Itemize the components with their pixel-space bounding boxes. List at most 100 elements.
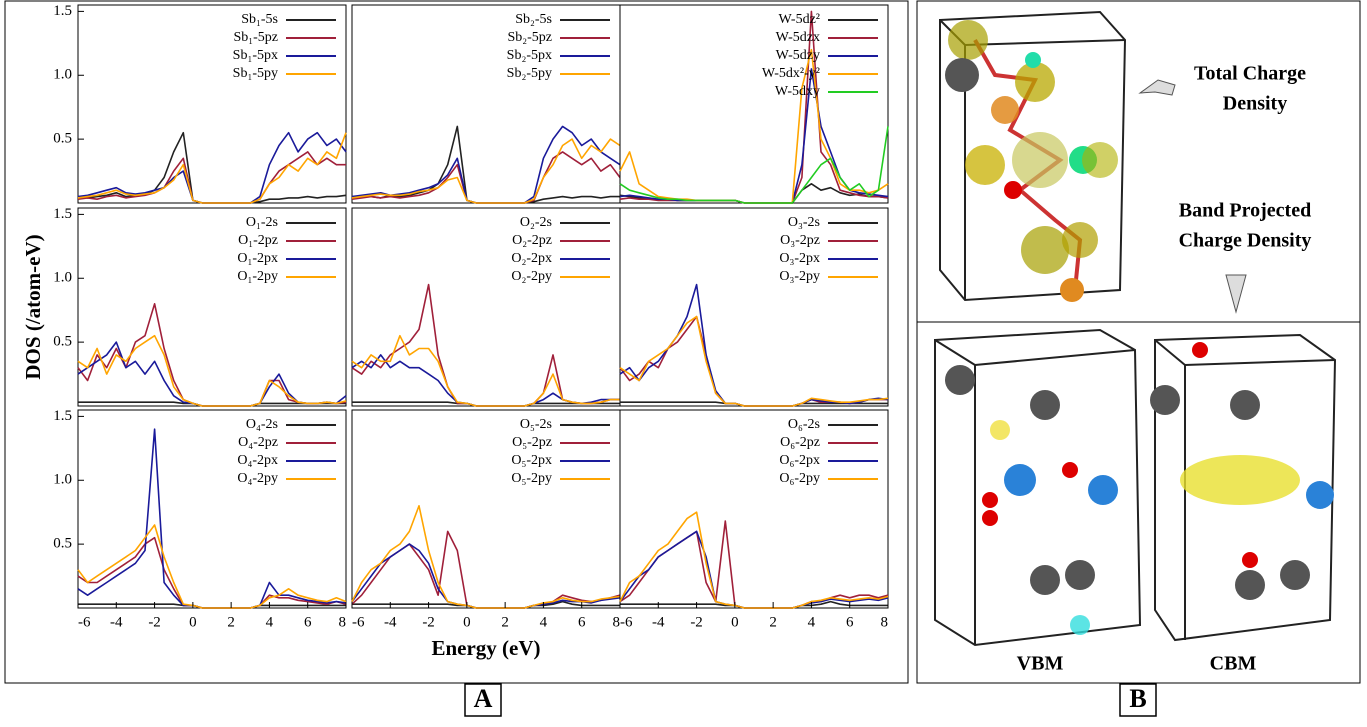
total-charge-structure [939,10,1127,302]
x-tick-label: 6 [578,614,586,630]
x-tick-label: 0 [731,614,739,630]
dos-line [352,600,620,609]
y-tick-label: 1.0 [53,67,72,83]
plot-frame [77,409,347,609]
legend-label: O₃-2px [779,251,820,266]
y-tick-label: 1.5 [53,3,72,19]
legend-label: Sb₂-5pz [507,30,552,45]
dos-line [619,10,889,204]
legend-label: O₄-2py [237,471,278,486]
x-tick-label: -6 [78,614,91,630]
y-tick-label: 0.5 [53,131,72,147]
dos-line [351,354,620,407]
annotation: Charge Density [1179,230,1312,252]
dos-line [77,428,347,609]
y-tick-label: 1.5 [53,206,72,222]
vbm-structure [934,328,1142,647]
legend-label: W-5dxy [775,84,820,99]
dos-line [351,530,621,609]
panel-b-frame [916,0,1361,684]
legend-label: O₃-2s [788,215,820,230]
legend-label: O₃-2pz [780,233,820,248]
dos-line [77,131,347,204]
legend-label: O₆-2px [779,453,820,468]
y-axis-label: DOS (/atom-eV) [21,234,45,379]
legend-label: O₄-2px [237,453,278,468]
x-tick-label: 2 [769,614,777,630]
x-tick-label: 0 [189,614,197,630]
legend-label: O₅-2pz [512,435,552,450]
legend-label: Sb₁-5s [241,12,278,27]
legend-label: O₂-2py [511,269,552,284]
arrow [1225,274,1247,314]
annotation: Density [1223,93,1287,115]
legend-label: W-5dzx [776,30,820,45]
legend-label: O₆-2py [779,471,820,486]
cbm-structure [1150,333,1337,642]
x-tick-label: 6 [304,614,312,630]
legend-label: Sb₂-5px [507,48,552,63]
annotation: Band Projected [1179,200,1311,222]
x-axis-label: Energy (eV) [431,636,540,660]
legend-label: Sb₁-5px [233,48,278,63]
dos-line [619,283,889,407]
dos-line [619,315,888,407]
dos-line [351,138,621,204]
dos-line [77,132,347,204]
dos-line [619,511,889,609]
dos-line [77,131,347,204]
legend-label: O₆-2pz [780,435,820,450]
dos-line [77,334,347,407]
x-tick-label: 8 [881,614,889,630]
legend-label: O₂-2s [520,215,552,230]
x-tick-label: 2 [501,614,509,630]
plot-frame [619,4,889,204]
legend-label: O₂-2pz [512,233,552,248]
x-tick-label: -4 [384,614,397,630]
legend-label: O₁-2px [237,251,278,266]
dos-line [619,520,889,609]
legend-label: W-5dzy [776,48,820,63]
structure-label: VBM [1017,653,1064,675]
dos-line [620,600,888,609]
y-tick-label: 1.0 [53,270,72,286]
y-tick-label: 0.5 [53,536,72,552]
legend-label: O₄-2pz [238,435,278,450]
dos-line [619,126,889,204]
y-tick-label: 1.0 [53,472,72,488]
x-tick-label: -6 [620,614,633,630]
legend-label: O₂-2px [511,251,552,266]
panel-label: A [474,684,493,713]
legend-label: O₅-2s [520,417,552,432]
legend-label: O₁-2pz [238,233,278,248]
dos-line [351,125,621,204]
dos-line [351,543,621,609]
x-tick-label: -2 [422,614,435,630]
x-tick-label: 4 [540,614,548,630]
legend-label: O₄-2s [246,417,278,432]
dos-line [619,48,889,204]
x-tick-label: 0 [463,614,471,630]
plot-frame [351,4,621,204]
x-tick-label: 6 [846,614,854,630]
x-tick-label: 8 [339,614,347,630]
dos-line [619,68,889,204]
x-tick-label: 4 [266,614,274,630]
legend-label: Sb₂-5s [515,12,552,27]
dos-line [351,283,620,407]
plot-frame [619,207,889,407]
x-tick-label: -6 [352,614,365,630]
legend-label: O₅-2px [511,453,552,468]
structure-label: CBM [1210,653,1257,675]
legend-label: O₆-2s [788,417,820,432]
legend-label: O₃-2py [779,269,820,284]
x-tick-label: -4 [110,614,123,630]
panel-label-box [1119,683,1157,717]
legend-label: Sb₁-5pz [233,30,278,45]
dos-line [77,303,347,407]
arrow [1138,79,1176,96]
x-tick-label: 2 [227,614,235,630]
y-tick-label: 0.5 [53,334,72,350]
x-tick-label: -4 [652,614,665,630]
